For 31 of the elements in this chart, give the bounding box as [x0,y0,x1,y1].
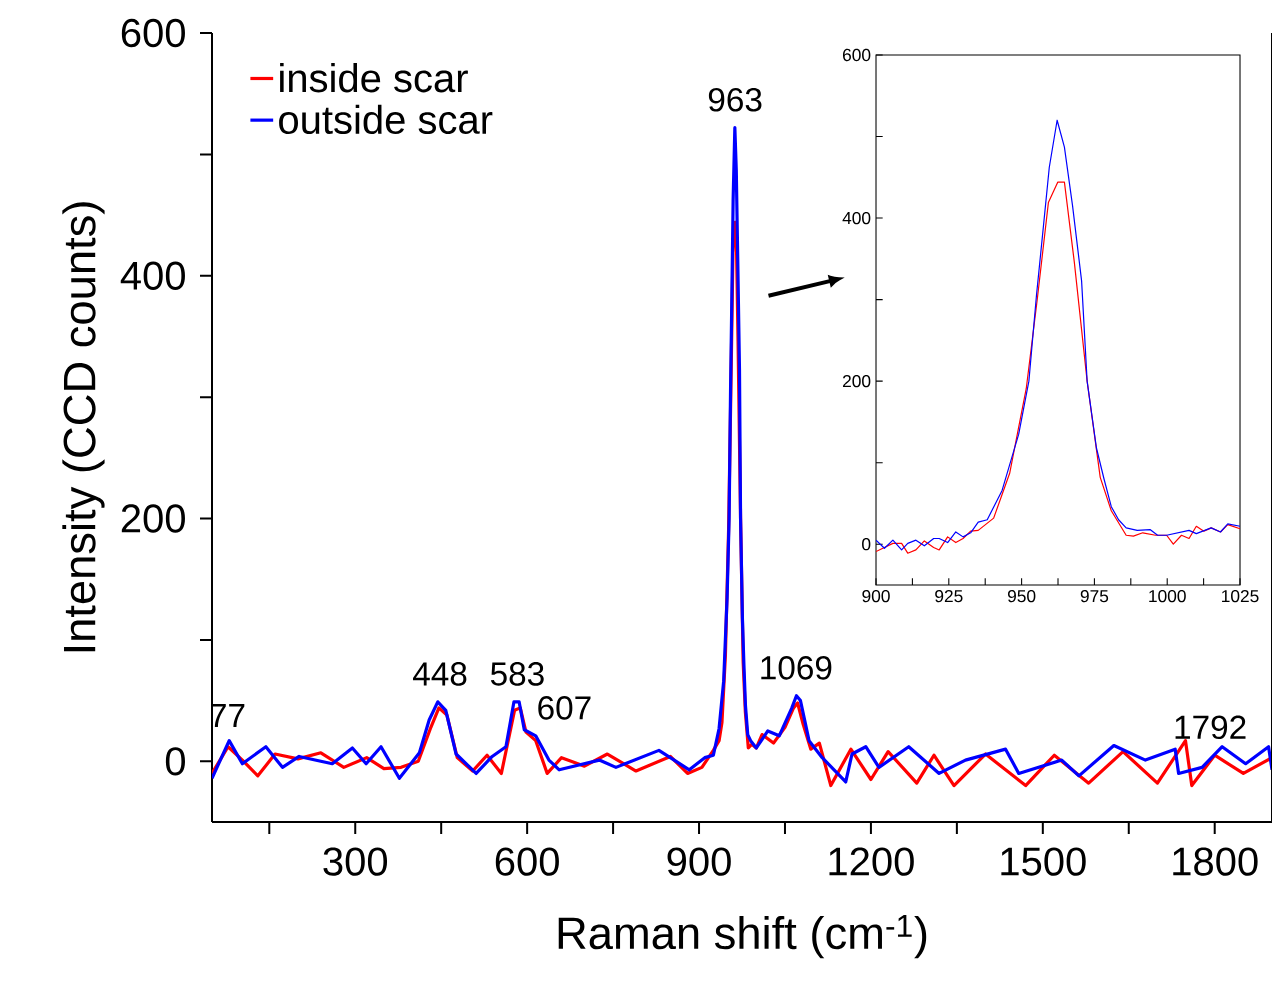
x-tick-label: 300 [323,847,388,876]
x-tick-label: 600 [495,847,559,876]
y-tick-label: 400 [842,211,871,225]
legend-label: outside scar [279,104,493,135]
y-axis-title: Intensity (CCD counts) [62,202,105,652]
y-tick-label: 0 [165,747,185,776]
y-tick-label: 600 [121,18,185,48]
y-tick-label: 400 [120,261,185,290]
x-tick-label: 925 [935,589,963,603]
x-tick-label: 975 [1080,589,1109,603]
annotation: 1069 [761,656,832,680]
x-tick-label: 1025 [1222,589,1259,603]
annotation: 1792 [1175,715,1246,740]
x-tick-label: 1200 [829,847,914,876]
x-tick-label: 950 [1007,589,1036,603]
x-tick-label: 1500 [1001,847,1086,876]
y-tick-label: 0 [862,538,871,551]
annotation: 583 [490,662,544,686]
x-tick-label: 900 [667,847,731,876]
y-tick-label: 600 [842,48,871,62]
annotation: 448 [413,662,467,686]
legend-label: inside scar [280,63,468,93]
annotation: 607 [538,696,591,720]
x-axis-title: Raman shift (cm$^{-1}$) [558,914,927,959]
annotation: 963 [708,87,762,112]
x-tick-label: 1000 [1149,589,1186,603]
annotation: 77 [210,704,245,727]
y-tick-label: 200 [842,375,871,388]
x-tick-label: 1800 [1173,847,1258,876]
x-tick-label: 900 [862,589,890,603]
y-tick-label: 200 [121,504,185,533]
